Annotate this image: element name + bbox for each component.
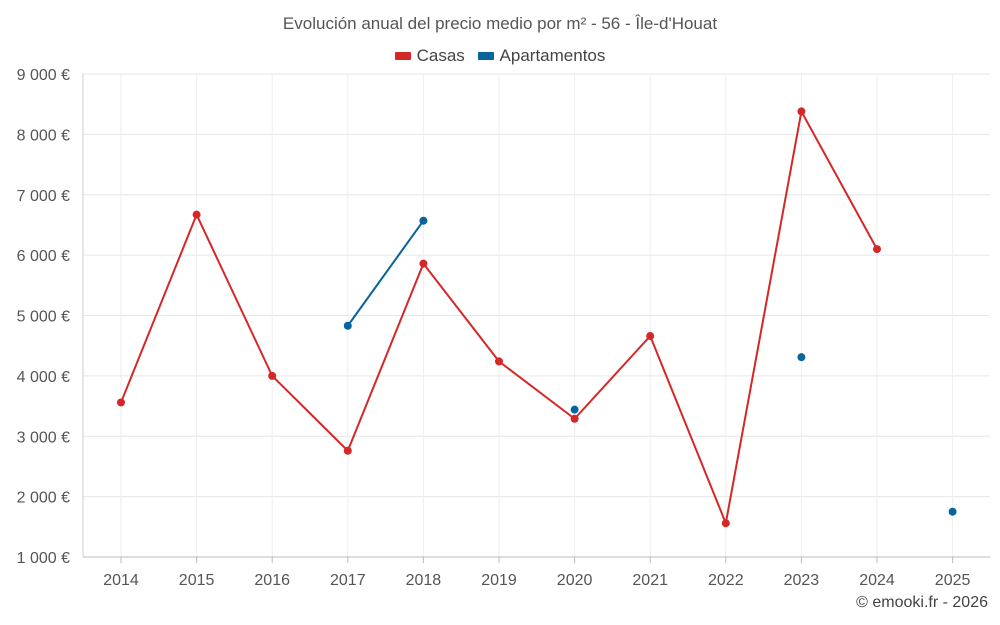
data-point-casas: [721, 519, 730, 528]
y-tick-label: 1 000 €: [17, 550, 70, 567]
y-tick-label: 8 000 €: [17, 127, 70, 144]
x-tick-label: 2014: [103, 572, 139, 589]
data-point-apartamentos: [948, 507, 957, 516]
chart-grid: [83, 73, 990, 558]
legend-label-apartamentos: Apartamentos: [499, 46, 606, 65]
legend-item-apartamentos[interactable]: Apartamentos: [477, 46, 606, 66]
y-tick-label: 6 000 €: [17, 248, 70, 265]
y-tick-label: 9 000 €: [17, 67, 70, 84]
data-point-apartamentos: [343, 321, 352, 330]
x-tick-label: 2018: [406, 572, 442, 589]
data-point-apartamentos: [570, 405, 579, 414]
data-point-casas: [117, 398, 125, 407]
x-tick-label: 2023: [784, 572, 820, 589]
x-tick-label: 2022: [708, 572, 744, 589]
data-point-casas: [192, 210, 201, 219]
legend-label-casas: Casas: [416, 46, 465, 65]
y-tick-label: 3 000 €: [17, 429, 70, 446]
chart-title: Evolución anual del precio medio por m² …: [282, 14, 718, 33]
data-point-apartamentos: [419, 216, 428, 225]
y-tick-label: 7 000 €: [17, 188, 70, 205]
legend-swatch-casas: [394, 52, 411, 60]
x-tick-label: 2016: [254, 572, 290, 589]
x-tick-label: 2015: [179, 572, 215, 589]
data-point-casas: [646, 332, 655, 341]
chart-legend: Casas Apartamentos: [0, 45, 1000, 66]
y-tick-label: 2 000 €: [17, 490, 70, 507]
legend-swatch-apartamentos: [477, 52, 494, 60]
data-point-apartamentos: [797, 353, 806, 362]
chart-axes: 1 000 € 2 000 € 3 000 € 4 000 € 5 000 € 6 000…: [17, 67, 990, 589]
data-point-casas: [419, 259, 428, 268]
y-tick-label: 5 000 €: [17, 309, 70, 326]
data-point-casas: [268, 371, 277, 380]
x-tick-label: 2019: [481, 572, 517, 589]
legend-item-casas[interactable]: Casas: [394, 46, 465, 66]
data-point-casas: [495, 357, 503, 366]
x-tick-label: 2020: [557, 572, 593, 589]
data-point-casas: [873, 245, 881, 254]
series-points: [117, 107, 957, 528]
data-point-casas: [570, 414, 579, 423]
x-tick-label: 2021: [632, 572, 668, 589]
data-point-casas: [797, 107, 806, 116]
data-point-casas: [343, 446, 352, 455]
x-tick-label: 2025: [935, 572, 971, 589]
copyright-credit: © emooki.fr - 2026: [856, 594, 988, 611]
x-tick-label: 2017: [330, 572, 366, 589]
x-tick-label: 2024: [859, 572, 895, 589]
y-tick-label: 4 000 €: [17, 369, 70, 386]
series-line-apartamentos: [346, 220, 425, 327]
